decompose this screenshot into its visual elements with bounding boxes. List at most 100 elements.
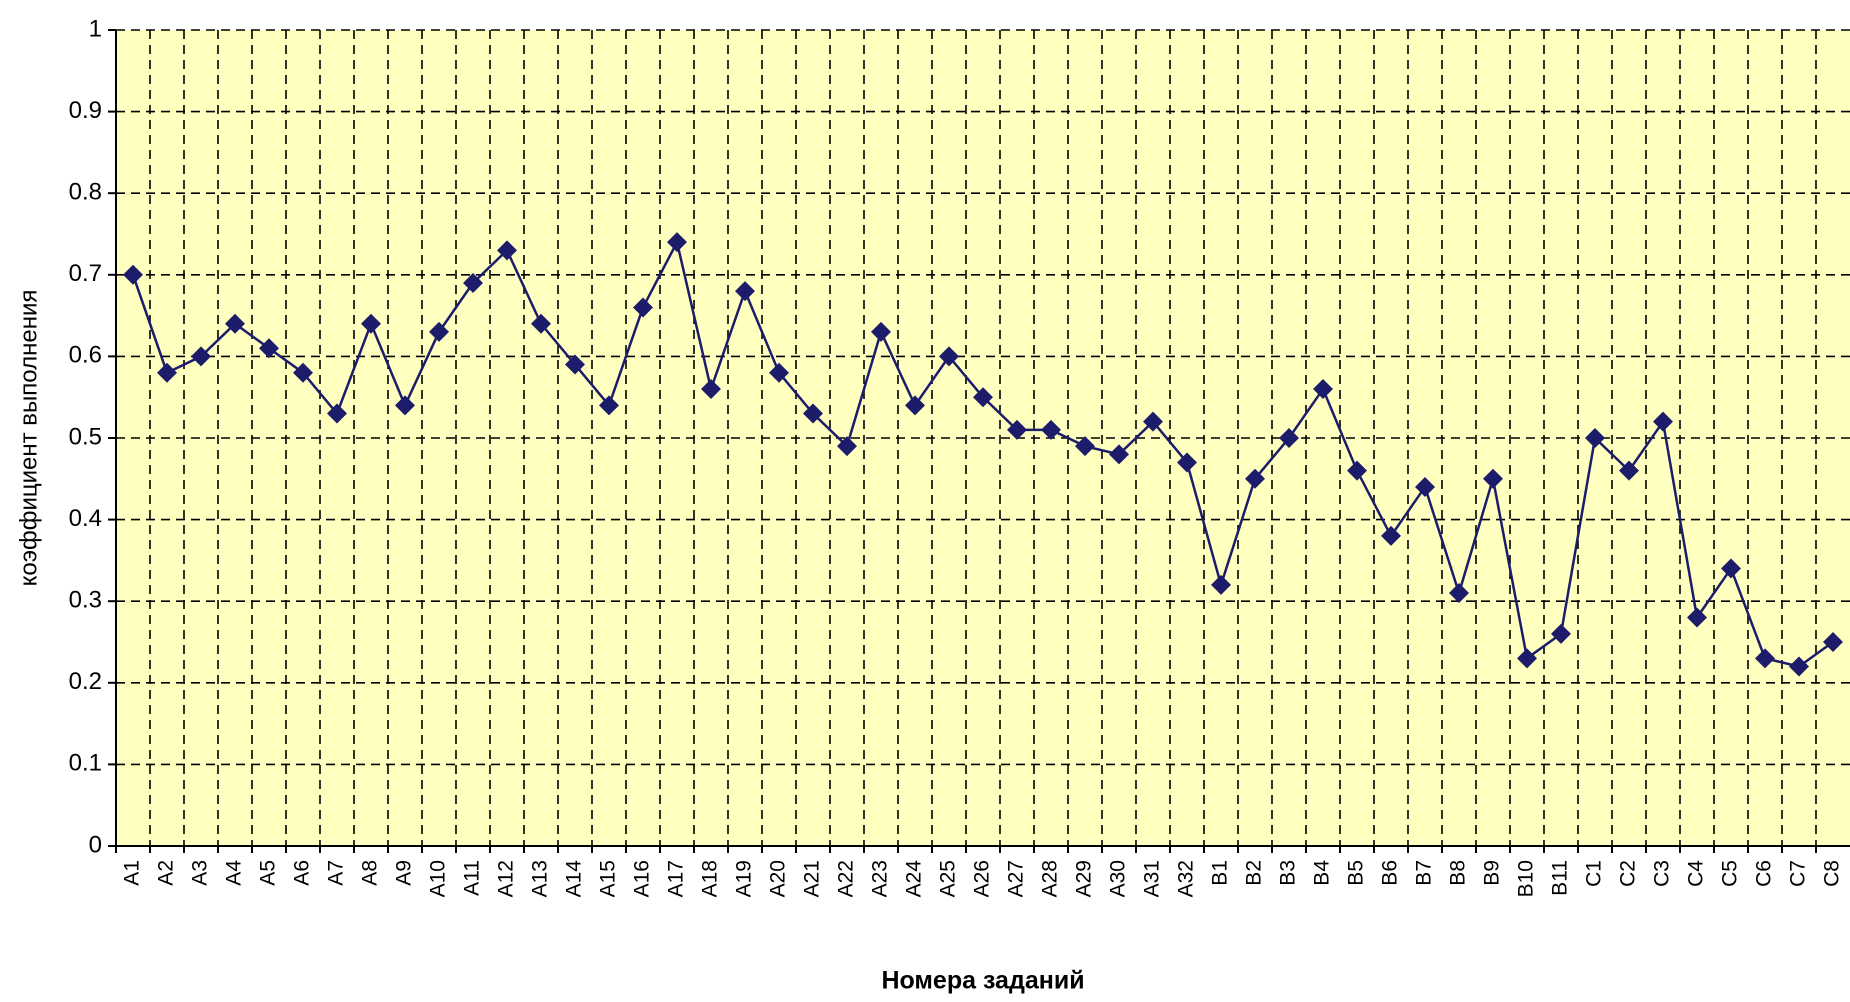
y-tick-label: 0.5: [69, 423, 102, 450]
x-tick-label: C1: [1583, 860, 1606, 887]
x-tick-label: A29: [1073, 860, 1096, 897]
data-marker: [395, 395, 415, 416]
data-marker: [1517, 648, 1537, 669]
data-marker: [1143, 411, 1163, 432]
x-tick-label: A9: [393, 860, 416, 886]
data-marker: [939, 346, 959, 367]
x-tick-label: A3: [189, 860, 212, 886]
x-tick-label: C7: [1787, 860, 1810, 887]
data-marker: [973, 387, 993, 408]
x-tick-label: B5: [1345, 860, 1368, 886]
x-tick-label: C3: [1651, 860, 1674, 887]
x-tick-label: B1: [1209, 860, 1232, 886]
data-marker: [769, 362, 789, 383]
x-tick-label: A24: [903, 860, 926, 898]
data-marker: [735, 281, 755, 302]
y-tick-label: 0.9: [69, 97, 102, 124]
x-tick-label: A17: [665, 860, 688, 897]
data-marker: [701, 379, 721, 400]
data-marker: [1755, 648, 1775, 669]
data-marker: [1449, 583, 1469, 604]
x-tick-label: A26: [971, 860, 994, 897]
x-tick-label: A28: [1039, 860, 1062, 897]
data-marker: [1415, 476, 1435, 497]
data-marker: [1823, 632, 1843, 652]
data-marker: [633, 297, 653, 318]
data-marker: [497, 240, 517, 261]
y-tick-label: 0.1: [69, 750, 102, 777]
x-tick-label: C6: [1753, 860, 1776, 887]
x-tick-label: A12: [495, 860, 518, 897]
x-tick-label: A21: [801, 860, 824, 897]
data-marker: [1585, 428, 1605, 448]
y-tick-label: 0.4: [69, 505, 102, 532]
data-marker: [667, 232, 687, 253]
x-tick-label: A20: [767, 860, 790, 897]
x-tick-label: C8: [1821, 860, 1844, 887]
x-tick-label: A27: [1005, 860, 1028, 897]
x-tick-label: A8: [359, 860, 382, 886]
x-tick-label: A23: [869, 860, 892, 897]
data-marker: [1245, 468, 1265, 489]
x-axis-title: Номера заданий: [881, 967, 1084, 995]
x-tick-label: A5: [257, 860, 280, 886]
data-marker: [1347, 460, 1367, 481]
x-tick-label: A31: [1141, 860, 1164, 897]
data-marker: [1279, 428, 1299, 448]
data-marker: [191, 346, 211, 367]
data-marker: [1109, 444, 1129, 465]
x-tick-label: A16: [631, 860, 654, 897]
data-marker: [1687, 607, 1707, 628]
data-marker: [157, 362, 177, 383]
data-marker: [429, 321, 449, 342]
x-tick-label: A1: [121, 860, 144, 886]
data-marker: [565, 354, 585, 375]
x-tick-label: A22: [835, 860, 858, 897]
data-marker: [123, 264, 143, 285]
x-tick-label: B9: [1481, 860, 1504, 886]
data-marker: [871, 321, 891, 342]
x-tick-label: A30: [1107, 860, 1130, 897]
data-marker: [1211, 574, 1231, 595]
data-marker: [1619, 460, 1639, 481]
data-marker: [361, 313, 381, 334]
data-marker: [463, 272, 483, 293]
data-marker: [1177, 452, 1197, 473]
x-tick-label: A32: [1175, 860, 1198, 897]
data-marker: [599, 395, 619, 416]
data-marker: [1653, 411, 1673, 432]
x-tick-label: A15: [597, 860, 620, 897]
data-marker: [259, 338, 279, 359]
y-tick-label: 0.8: [69, 179, 102, 206]
x-tick-label: A13: [529, 860, 552, 897]
x-tick-label: C5: [1719, 860, 1742, 887]
y-tick-label: 0.3: [69, 587, 102, 614]
y-tick-label: 1: [89, 15, 102, 42]
x-tick-label: B3: [1277, 860, 1300, 886]
y-tick-label: 0.6: [69, 342, 102, 369]
x-tick-label: C4: [1685, 860, 1708, 887]
x-tick-label: A7: [325, 860, 348, 886]
x-tick-label: B10: [1515, 860, 1538, 897]
y-tick-label: 0.7: [69, 260, 102, 287]
data-marker: [1075, 436, 1095, 457]
y-tick-label: 0: [89, 831, 102, 858]
x-tick-label: B11: [1549, 860, 1572, 896]
data-marker: [1381, 525, 1401, 546]
data-marker: [837, 436, 857, 457]
data-marker: [1007, 419, 1027, 440]
x-tick-label: B8: [1447, 860, 1470, 886]
x-tick-label: C2: [1617, 860, 1640, 887]
data-marker: [327, 403, 347, 424]
x-tick-label: A2: [155, 860, 178, 886]
x-tick-label: B2: [1243, 860, 1266, 886]
data-marker: [293, 362, 313, 383]
x-tick-label: A11: [461, 860, 484, 896]
data-marker: [1313, 379, 1333, 400]
data-marker: [905, 395, 925, 416]
data-marker: [1551, 623, 1571, 644]
x-tick-label: A6: [291, 860, 314, 886]
x-tick-label: A19: [733, 860, 756, 897]
x-tick-label: B7: [1413, 860, 1436, 886]
